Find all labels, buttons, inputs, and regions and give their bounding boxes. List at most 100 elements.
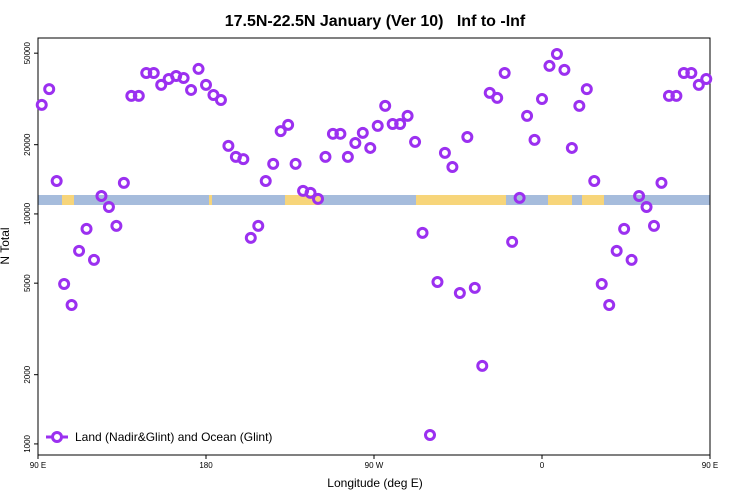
land-band [582, 195, 604, 205]
point [200, 78, 212, 91]
point [521, 109, 534, 122]
point [110, 219, 123, 232]
point [147, 66, 160, 79]
x-axis-title: Longitude (deg E) [327, 476, 422, 490]
point [259, 175, 272, 188]
point [655, 176, 668, 189]
point [595, 277, 608, 290]
point [685, 66, 698, 79]
point [102, 200, 115, 213]
point [177, 71, 190, 84]
point [528, 133, 541, 146]
x-tick-label: 0 [540, 461, 545, 470]
point [289, 157, 302, 170]
legend-marker [51, 431, 63, 443]
point [267, 157, 280, 170]
x-tick-label: 90 W [365, 461, 384, 470]
point [155, 78, 168, 91]
point [416, 226, 429, 239]
point [394, 118, 407, 131]
point [192, 62, 205, 75]
point [506, 235, 519, 248]
point [371, 119, 384, 132]
point [50, 175, 63, 188]
point [326, 127, 339, 140]
point [117, 176, 130, 189]
point [573, 99, 586, 112]
y-tick-label: 5000 [23, 274, 32, 292]
point [580, 83, 593, 96]
point [648, 219, 660, 232]
point [364, 141, 377, 154]
legend-label: Land (Nadir&Glint) and Ocean (Glint) [75, 430, 272, 444]
point [379, 99, 392, 112]
point [677, 66, 690, 79]
point [431, 275, 444, 288]
point [536, 93, 548, 106]
point [282, 118, 295, 131]
land-band [285, 195, 321, 205]
point [65, 298, 78, 311]
y-tick-label: 10000 [23, 202, 32, 225]
point [95, 189, 108, 202]
point [140, 66, 153, 79]
x-tick-label: 90 E [30, 461, 46, 470]
point [73, 244, 86, 257]
point [237, 153, 250, 166]
point [252, 219, 265, 232]
point [618, 222, 631, 235]
point [125, 89, 138, 102]
point [274, 125, 287, 138]
point [700, 73, 713, 86]
point [588, 175, 601, 188]
ocean-band [38, 195, 710, 205]
point [356, 126, 369, 139]
point [132, 89, 145, 102]
land-band [209, 195, 212, 205]
point [513, 191, 526, 204]
point [565, 141, 578, 154]
x-tick-label: 90 E [702, 461, 718, 470]
point [244, 231, 257, 244]
point [603, 298, 616, 311]
y-tick-label: 20000 [23, 133, 32, 156]
land-band [416, 195, 506, 205]
point [214, 93, 227, 106]
point [476, 359, 489, 372]
point [386, 118, 399, 131]
point [401, 109, 414, 122]
point [424, 428, 436, 441]
point [550, 47, 563, 60]
legend-entry: Land (Nadir&Glint) and Ocean (Glint) [46, 430, 272, 444]
y-tick-label: 50000 [23, 41, 32, 64]
land-band [62, 195, 74, 205]
point [610, 244, 623, 257]
x-tick-label: 180 [199, 461, 213, 470]
point [461, 131, 474, 144]
point [446, 160, 459, 173]
point [498, 66, 511, 79]
point [670, 89, 683, 102]
point [58, 277, 71, 290]
point [633, 189, 646, 202]
point [304, 186, 317, 199]
y-tick-label: 1000 [23, 434, 32, 452]
point [341, 150, 354, 163]
point [438, 146, 451, 159]
point [319, 150, 332, 163]
point [625, 253, 638, 266]
point [88, 253, 100, 266]
point [640, 200, 653, 213]
point [468, 281, 481, 294]
chart-title: 17.5N-22.5N January (Ver 10) Inf to -Inf [225, 13, 526, 30]
point [185, 83, 198, 96]
point [558, 63, 571, 76]
point [35, 98, 48, 111]
y-axis-title: N Total [0, 227, 12, 264]
point [453, 287, 466, 300]
point [662, 89, 675, 102]
point [692, 78, 705, 91]
point [43, 83, 56, 96]
point [334, 127, 347, 140]
